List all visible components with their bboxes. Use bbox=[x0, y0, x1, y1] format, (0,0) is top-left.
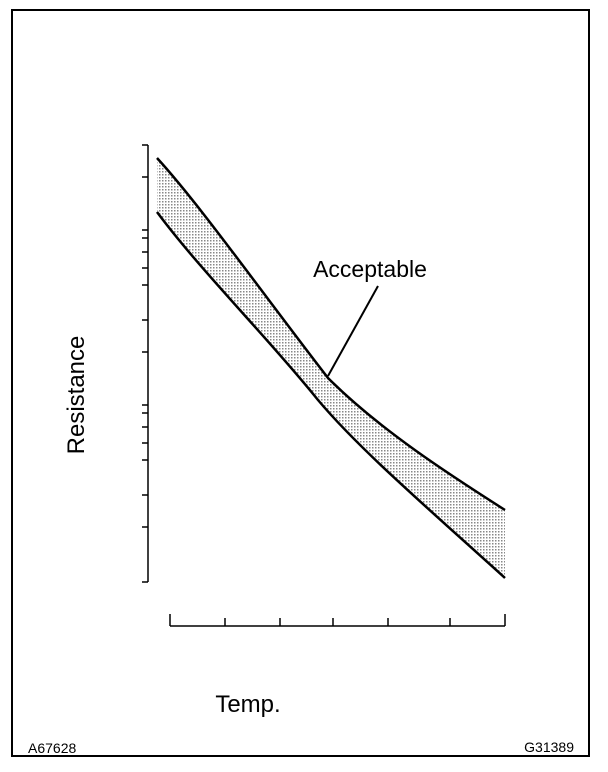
footer-left: A67628 bbox=[28, 740, 76, 756]
x-axis-label: Temp. bbox=[215, 691, 280, 718]
upper-curve bbox=[156, 157, 506, 512]
x-axis bbox=[169, 614, 506, 627]
footer-right: G31389 bbox=[524, 739, 574, 755]
lower-curve bbox=[155, 211, 506, 579]
band-label: Acceptable bbox=[313, 256, 427, 282]
frame bbox=[11, 9, 590, 757]
y-axis-label: Resistance bbox=[63, 336, 90, 455]
y-axis bbox=[142, 144, 149, 583]
acceptable-band bbox=[157, 158, 505, 578]
leader-line bbox=[327, 285, 379, 377]
